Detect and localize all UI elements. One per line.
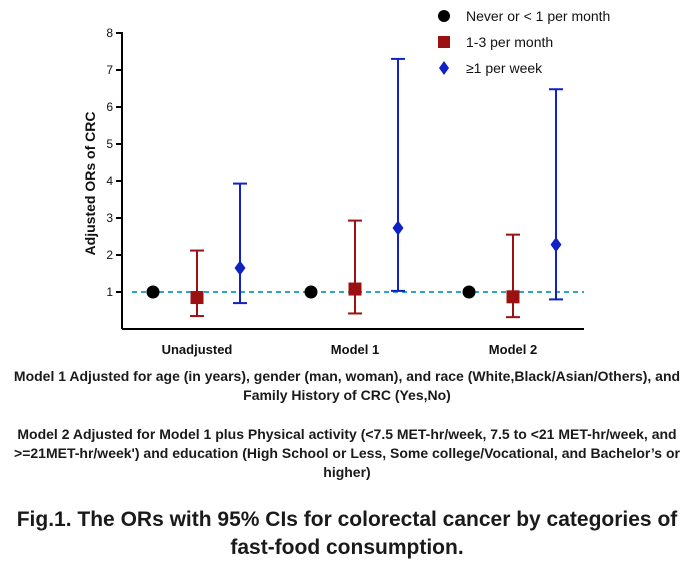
data-point xyxy=(462,285,476,299)
data-point xyxy=(234,260,246,276)
category-label: Unadjusted xyxy=(162,342,233,357)
legend-marker xyxy=(438,36,450,48)
y-tick-label: 7 xyxy=(106,63,113,77)
model1-note: Model 1 Adjusted for age (in years), gen… xyxy=(13,368,681,403)
y-axis-title: Adjusted ORs of CRC xyxy=(82,112,98,256)
category-label: Model 2 xyxy=(489,342,537,357)
legend-label: 1-3 per month xyxy=(466,34,553,50)
legend-marker xyxy=(439,61,449,75)
data-point xyxy=(506,290,520,304)
y-tick-label: 6 xyxy=(106,100,113,114)
category-label: Model 1 xyxy=(331,342,379,357)
y-tick-label: 1 xyxy=(106,285,113,299)
legend-label: ≥1 per week xyxy=(466,60,543,76)
y-tick-label: 8 xyxy=(106,26,113,40)
or-chart: 1 2 3 4 5 6 7 8 Adjusted ORs of CRC Unadjusted Mod… xyxy=(82,8,610,357)
data-point xyxy=(392,220,404,236)
figure-caption: Fig.1. The ORs with 95% CIs for colorect… xyxy=(16,508,678,559)
y-tick-label: 4 xyxy=(106,174,113,188)
data-point xyxy=(550,237,562,253)
y-tick-label: 2 xyxy=(106,248,113,262)
legend-label: Never or < 1 per month xyxy=(466,8,610,24)
data-point xyxy=(190,291,204,305)
data-point xyxy=(348,282,362,296)
y-tick-label: 5 xyxy=(106,137,113,151)
legend-marker xyxy=(438,10,450,22)
data-point xyxy=(146,285,160,299)
y-tick-label: 3 xyxy=(106,211,113,225)
data-point xyxy=(304,285,318,299)
model2-note: Model 2 Adjusted for Model 1 plus Physic… xyxy=(14,426,680,480)
